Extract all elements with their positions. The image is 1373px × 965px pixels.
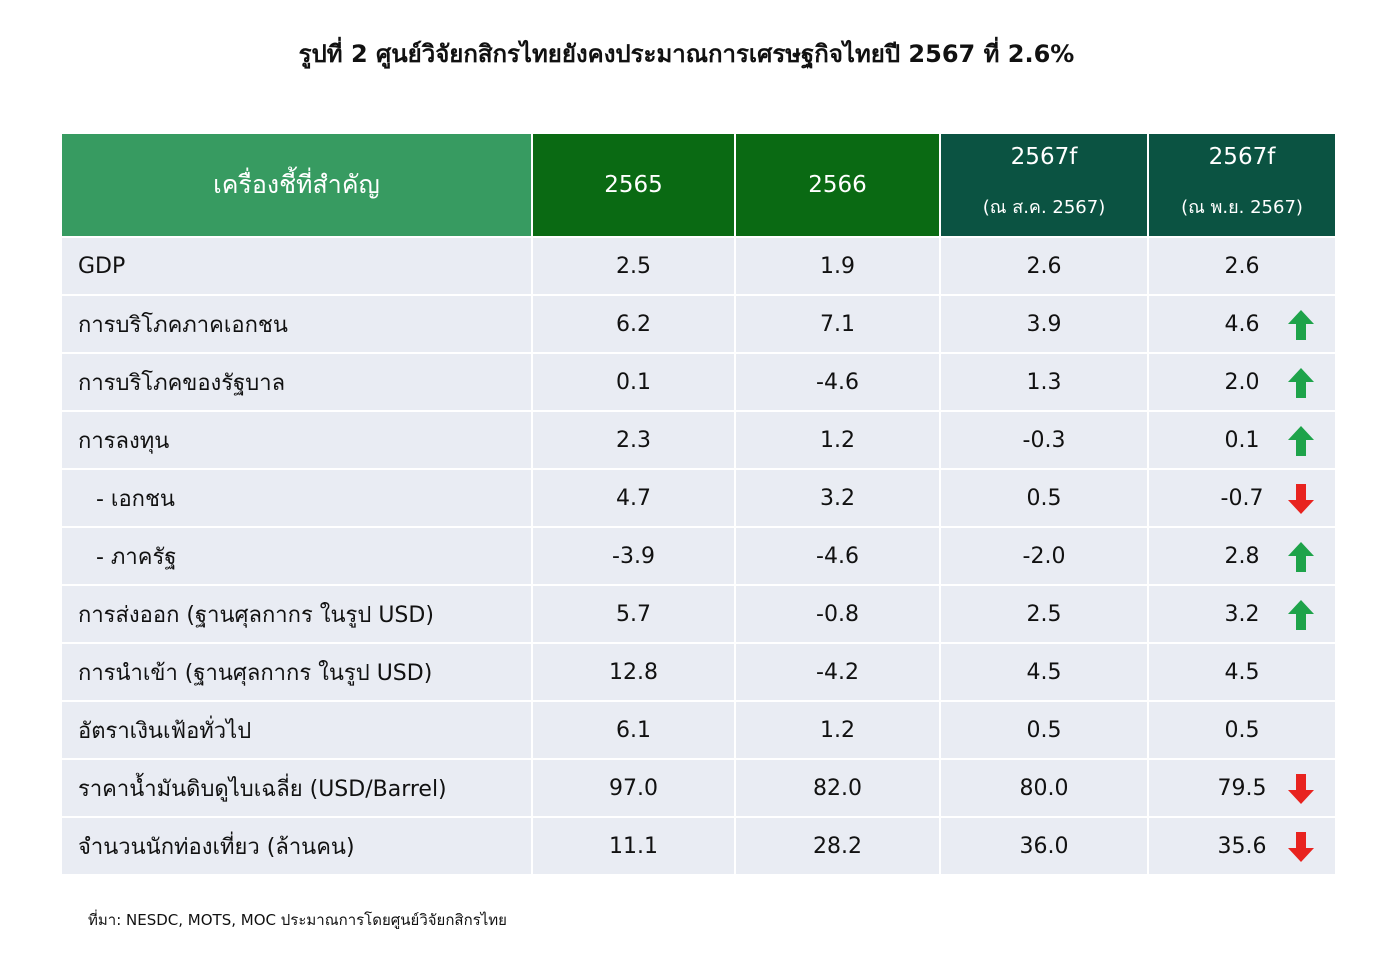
arrow-up-icon: [1287, 541, 1315, 573]
value-forecast-nov-cell: 2.0: [1148, 352, 1335, 411]
value-forecast-nov: -0.7: [1220, 485, 1264, 511]
value-forecast-nov-cell: 4.5: [1148, 642, 1335, 701]
value-2565: 5.7: [532, 584, 736, 643]
value-forecast-aug: 3.9: [940, 294, 1149, 353]
value-2565: 0.1: [532, 352, 736, 411]
table-row: ราคาน้ำมันดิบดูไบเฉลี่ย (USD/Barrel) 97.0…: [62, 758, 1335, 817]
value-forecast-nov-cell: 2.8: [1148, 526, 1335, 585]
arrow-up-icon: [1287, 309, 1315, 341]
arrow-down-icon: [1287, 483, 1315, 515]
header-forecast-nov-year: 2567f: [1208, 144, 1276, 170]
value-2566: 1.9: [735, 236, 941, 295]
value-2566: 1.2: [735, 410, 941, 469]
value-forecast-aug: 0.5: [940, 700, 1149, 759]
table-row: จำนวนนักท่องเที่ยว (ล้านคน) 11.1 28.2 36.0 3…: [62, 816, 1335, 874]
value-forecast-aug: 1.3: [940, 352, 1149, 411]
value-forecast-nov: 0.5: [1224, 717, 1260, 743]
value-2566: 1.2: [735, 700, 941, 759]
row-label: การบริโภคภาคเอกชน: [62, 294, 533, 353]
row-label: - ภาครัฐ: [62, 526, 533, 585]
value-forecast-nov: 4.6: [1224, 311, 1260, 337]
header-2565: 2565: [532, 134, 736, 237]
table-row: การบริโภคของรัฐบาล 0.1 -4.6 1.3 2.0: [62, 352, 1335, 411]
header-forecast-aug-year: 2567f: [1010, 144, 1078, 170]
header-forecast-aug: 2567f (ณ ส.ค. 2567): [940, 134, 1149, 237]
value-2565: 6.1: [532, 700, 736, 759]
source-note: ที่มา: NESDC, MOTS, MOC ประมาณการโดยศูนย…: [88, 911, 507, 929]
value-forecast-aug: 2.5: [940, 584, 1149, 643]
page-title: รูปที่ 2 ศูนย์วิจัยกสิกรไทยยังคงประมาณกา…: [298, 40, 1075, 68]
value-forecast-aug: -0.3: [940, 410, 1149, 469]
row-label: GDP: [62, 236, 533, 295]
value-2565: 12.8: [532, 642, 736, 701]
header-forecast-nov: 2567f (ณ พ.ย. 2567): [1148, 134, 1335, 237]
value-2566: -0.8: [735, 584, 941, 643]
value-forecast-nov-cell: 0.1: [1148, 410, 1335, 469]
row-label: การลงทุน: [62, 410, 533, 469]
value-forecast-aug: -2.0: [940, 526, 1149, 585]
arrow-up-icon: [1287, 599, 1315, 631]
value-2565: 6.2: [532, 294, 736, 353]
table-row: อัตราเงินเฟ้อทั่วไป 6.1 1.2 0.5 0.5: [62, 700, 1335, 759]
row-label: อัตราเงินเฟ้อทั่วไป: [62, 700, 533, 759]
value-forecast-nov-cell: 0.5: [1148, 700, 1335, 759]
row-label: จำนวนนักท่องเที่ยว (ล้านคน): [62, 816, 533, 874]
row-label: ราคาน้ำมันดิบดูไบเฉลี่ย (USD/Barrel): [62, 758, 533, 817]
arrow-up-icon: [1287, 367, 1315, 399]
value-forecast-aug: 4.5: [940, 642, 1149, 701]
row-label: การนำเข้า (ฐานศุลกากร ในรูป USD): [62, 642, 533, 701]
value-2566: -4.6: [735, 526, 941, 585]
arrow-down-icon: [1287, 773, 1315, 805]
indicator-table: เครื่องชี้ที่สำคัญ 2565 2566 2567f (ณ ส.…: [62, 134, 1335, 874]
value-2566: 3.2: [735, 468, 941, 527]
header-forecast-nov-sub: (ณ พ.ย. 2567): [1181, 197, 1303, 218]
arrow-up-icon: [1287, 425, 1315, 457]
header-2566: 2566: [735, 134, 941, 237]
arrow-down-icon: [1287, 831, 1315, 863]
value-2565: -3.9: [532, 526, 736, 585]
value-forecast-nov: 35.6: [1217, 833, 1267, 859]
value-forecast-nov-cell: 3.2: [1148, 584, 1335, 643]
value-forecast-nov: 2.0: [1224, 369, 1260, 395]
value-2566: -4.2: [735, 642, 941, 701]
row-label: - เอกชน: [62, 468, 533, 527]
row-label: การบริโภคของรัฐบาล: [62, 352, 533, 411]
table-row: การนำเข้า (ฐานศุลกากร ในรูป USD) 12.8 -4.2…: [62, 642, 1335, 701]
value-forecast-nov: 4.5: [1224, 659, 1260, 685]
value-forecast-nov: 3.2: [1224, 601, 1260, 627]
value-2566: -4.6: [735, 352, 941, 411]
value-forecast-nov-cell: 2.6: [1148, 236, 1335, 295]
value-forecast-nov-cell: 35.6: [1148, 816, 1335, 874]
value-forecast-nov-cell: -0.7: [1148, 468, 1335, 527]
value-2565: 2.3: [532, 410, 736, 469]
table-row: GDP 2.5 1.9 2.6 2.6: [62, 236, 1335, 295]
value-forecast-nov: 2.6: [1224, 253, 1260, 279]
header-key-indicator: เครื่องชี้ที่สำคัญ: [62, 134, 533, 237]
table-row: การลงทุน 2.3 1.2 -0.3 0.1: [62, 410, 1335, 469]
value-forecast-nov-cell: 4.6: [1148, 294, 1335, 353]
value-forecast-aug: 36.0: [940, 816, 1149, 874]
value-forecast-aug: 80.0: [940, 758, 1149, 817]
table-row: การบริโภคภาคเอกชน 6.2 7.1 3.9 4.6: [62, 294, 1335, 353]
value-2565: 4.7: [532, 468, 736, 527]
value-forecast-nov: 2.8: [1224, 543, 1260, 569]
value-2566: 7.1: [735, 294, 941, 353]
value-2566: 82.0: [735, 758, 941, 817]
value-2565: 97.0: [532, 758, 736, 817]
table-row: การส่งออก (ฐานศุลกากร ในรูป USD) 5.7 -0.8 2…: [62, 584, 1335, 643]
value-2565: 11.1: [532, 816, 736, 874]
value-forecast-nov: 0.1: [1224, 427, 1260, 453]
value-2566: 28.2: [735, 816, 941, 874]
value-forecast-nov-cell: 79.5: [1148, 758, 1335, 817]
row-label: การส่งออก (ฐานศุลกากร ในรูป USD): [62, 584, 533, 643]
value-forecast-aug: 0.5: [940, 468, 1149, 527]
value-forecast-nov: 79.5: [1217, 775, 1267, 801]
value-2565: 2.5: [532, 236, 736, 295]
table-header-row: เครื่องชี้ที่สำคัญ 2565 2566 2567f (ณ ส.…: [62, 134, 1335, 237]
header-forecast-aug-sub: (ณ ส.ค. 2567): [982, 197, 1106, 218]
table-row: - เอกชน 4.7 3.2 0.5 -0.7: [62, 468, 1335, 527]
value-forecast-aug: 2.6: [940, 236, 1149, 295]
table-row: - ภาครัฐ -3.9 -4.6 -2.0 2.8: [62, 526, 1335, 585]
